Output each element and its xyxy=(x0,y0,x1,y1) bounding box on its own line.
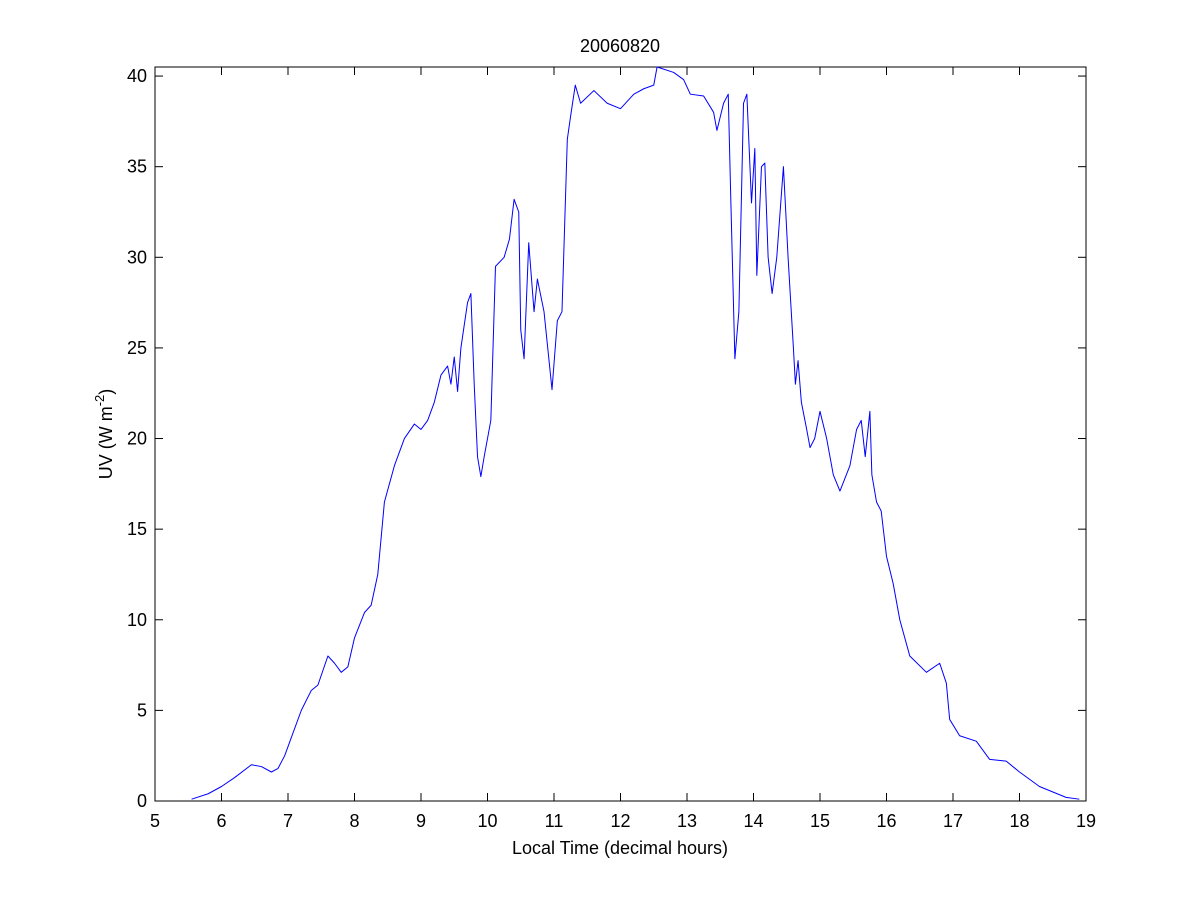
y-tick-label: 25 xyxy=(127,338,147,358)
y-tick-label: 20 xyxy=(127,429,147,449)
y-axis-label-superscript: -2 xyxy=(92,395,107,407)
data-line xyxy=(191,66,1080,800)
x-tick-label: 10 xyxy=(477,811,497,831)
x-tick-label: 9 xyxy=(416,811,426,831)
y-tick-label: 30 xyxy=(127,247,147,267)
y-tick-label: 40 xyxy=(127,66,147,86)
x-tick-label: 18 xyxy=(1009,811,1029,831)
axes xyxy=(154,67,1087,802)
x-tick-label: 16 xyxy=(876,811,896,831)
x-axis-label: Local Time (decimal hours) xyxy=(512,838,728,858)
y-tick-label: 5 xyxy=(137,700,147,720)
x-tick-label: 6 xyxy=(216,811,226,831)
y-axis-label-main: UV (W m xyxy=(96,406,116,479)
y-tick-label: 0 xyxy=(137,791,147,811)
y-axis-label-close: ) xyxy=(96,389,116,395)
plot-frame xyxy=(154,66,1087,802)
x-tick-label: 5 xyxy=(150,811,160,831)
x-tick-label: 17 xyxy=(943,811,963,831)
y-tick-label: 35 xyxy=(127,157,147,177)
x-tick-label: 19 xyxy=(1076,811,1096,831)
x-tick-label: 12 xyxy=(610,811,630,831)
x-tick-label: 7 xyxy=(283,811,293,831)
y-tick-label: 15 xyxy=(127,519,147,539)
x-tick-label: 8 xyxy=(349,811,359,831)
y-axis-label: UV (W m-2) xyxy=(92,389,116,480)
chart-title: 20060820 xyxy=(580,36,660,56)
x-tick-label: 14 xyxy=(743,811,763,831)
x-tick-label: 15 xyxy=(810,811,830,831)
y-tick-label: 10 xyxy=(127,610,147,630)
x-tick-label: 11 xyxy=(545,811,564,831)
x-tick-label: 13 xyxy=(677,811,697,831)
